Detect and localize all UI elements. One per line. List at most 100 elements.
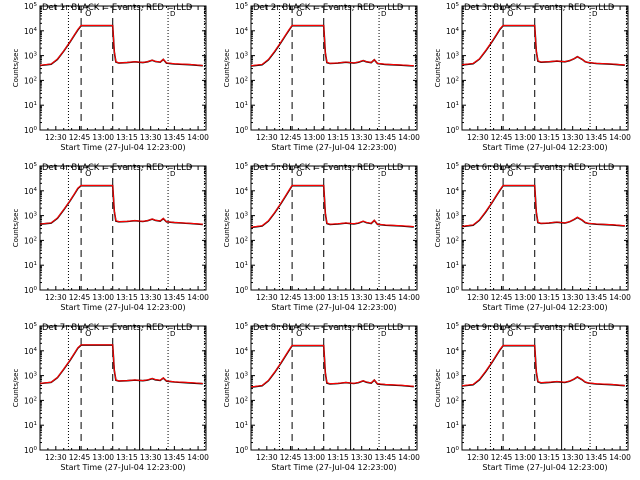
plot-frame — [39, 5, 207, 131]
x-tick-label: 13:00 — [92, 453, 114, 462]
y-tick-label: 104 — [446, 27, 460, 36]
series-line-lld — [251, 344, 414, 388]
series-group — [251, 344, 414, 388]
x-tick-label: 13:00 — [92, 293, 114, 302]
marker-box-label: D — [592, 10, 597, 18]
y-tick-exponent: 5 — [245, 2, 249, 8]
y-tick-exponent: 3 — [34, 372, 38, 378]
y-tick-label: 102 — [24, 396, 37, 405]
x-tick-label: 13:45 — [164, 133, 186, 142]
y-tick-label: 101 — [24, 421, 37, 430]
y-tick-label: 101 — [446, 421, 459, 430]
x-tick-label: 12:30 — [256, 453, 278, 462]
series-line-lld — [40, 24, 203, 67]
y-tick-exponent: 3 — [245, 52, 249, 58]
y-tick-label: 100 — [446, 446, 460, 455]
x-axis-label: Start Time (27-Jul-04 12:23:00) — [482, 463, 607, 472]
x-axis-label: Start Time (27-Jul-04 12:23:00) — [60, 303, 185, 312]
y-tick-label: 104 — [446, 187, 460, 196]
x-tick-label: 12:30 — [467, 133, 489, 142]
x-tick-label: 12:30 — [467, 293, 489, 302]
y-tick-label: 100 — [235, 286, 249, 295]
y-tick-label: 103 — [24, 52, 38, 61]
y-tick-exponent: 5 — [34, 162, 38, 168]
y-tick-exponent: 3 — [34, 212, 38, 218]
y-tick-exponent: 1 — [456, 101, 460, 107]
y-tick-label: 100 — [24, 126, 38, 135]
x-axis-label: Start Time (27-Jul-04 12:23:00) — [271, 463, 396, 472]
y-tick-exponent: 3 — [456, 372, 460, 378]
y-tick-exponent: 3 — [456, 212, 460, 218]
x-tick-label: 14:00 — [187, 133, 209, 142]
x-axis-label: Start Time (27-Jul-04 12:23:00) — [60, 463, 185, 472]
marker-circle-label: O — [296, 329, 302, 338]
y-tick-exponent: 5 — [456, 322, 460, 328]
x-tick-label: 12:45 — [69, 293, 91, 302]
y-axis-label: Counts/sec — [434, 209, 442, 248]
marker-box-label: D — [170, 170, 175, 178]
x-tick-label: 12:30 — [45, 133, 67, 142]
x-tick-label: 12:30 — [256, 133, 278, 142]
series-line-lld — [40, 344, 203, 385]
y-tick-label: 103 — [235, 52, 249, 61]
x-tick-label: 13:30 — [562, 453, 584, 462]
y-tick-exponent: 1 — [245, 421, 249, 427]
series-line-lld — [462, 24, 625, 66]
y-tick-label: 103 — [446, 372, 460, 381]
x-tick-label: 14:00 — [609, 133, 631, 142]
y-tick-exponent: 3 — [245, 212, 249, 218]
x-tick-label: 13:30 — [562, 133, 584, 142]
series-group — [251, 184, 414, 229]
y-tick-label: 104 — [235, 347, 249, 356]
y-tick-label: 101 — [446, 261, 459, 270]
series-line-events — [251, 24, 414, 67]
y-tick-exponent: 5 — [456, 162, 460, 168]
x-tick-label: 12:30 — [467, 453, 489, 462]
x-axis-label: Start Time (27-Jul-04 12:23:00) — [271, 303, 396, 312]
x-axis-label: Start Time (27-Jul-04 12:23:00) — [482, 143, 607, 152]
y-tick-exponent: 2 — [456, 76, 460, 82]
y-tick-exponent: 0 — [245, 446, 249, 452]
y-tick-exponent: 2 — [34, 236, 38, 242]
series-line-lld — [251, 24, 414, 67]
y-tick-exponent: 4 — [34, 187, 38, 193]
y-axis-label: Counts/sec — [223, 209, 231, 248]
y-tick-label: 102 — [24, 76, 37, 85]
y-tick-exponent: 0 — [456, 446, 460, 452]
panel-title: Det 3r BLACK = Events, RED = LLD — [464, 3, 615, 13]
x-axis-label: Start Time (27-Jul-04 12:23:00) — [271, 143, 396, 152]
x-tick-label: 14:00 — [398, 133, 420, 142]
y-tick-exponent: 0 — [456, 286, 460, 292]
y-tick-label: 101 — [24, 101, 37, 110]
marker-circle-label: O — [507, 9, 513, 18]
y-tick-label: 101 — [235, 261, 248, 270]
x-tick-label: 13:15 — [116, 293, 138, 302]
x-tick-label: 12:30 — [256, 293, 278, 302]
x-tick-label: 13:30 — [140, 453, 162, 462]
x-tick-label: 14:00 — [187, 293, 209, 302]
marker-box-label: D — [381, 170, 386, 178]
x-tick-label: 13:00 — [514, 133, 536, 142]
series-group — [40, 24, 203, 67]
x-tick-label: 13:45 — [586, 293, 608, 302]
plot-frame — [250, 5, 418, 131]
x-tick-label: 12:45 — [491, 133, 513, 142]
series-group — [462, 24, 625, 66]
y-tick-label: 102 — [24, 236, 37, 245]
y-tick-label: 100 — [235, 446, 249, 455]
x-tick-label: 13:30 — [140, 133, 162, 142]
y-tick-label: 105 — [446, 2, 460, 11]
plot-frame — [461, 165, 629, 291]
y-tick-exponent: 1 — [245, 101, 249, 107]
y-tick-exponent: 1 — [34, 101, 38, 107]
x-tick-label: 13:30 — [351, 453, 373, 462]
x-tick-label: 13:00 — [303, 133, 325, 142]
marker-box-label: D — [381, 10, 386, 18]
y-tick-exponent: 5 — [34, 322, 38, 328]
y-tick-label: 103 — [24, 372, 38, 381]
y-tick-exponent: 5 — [245, 162, 249, 168]
y-tick-exponent: 4 — [34, 347, 38, 353]
y-axis-label: Counts/sec — [12, 209, 20, 248]
